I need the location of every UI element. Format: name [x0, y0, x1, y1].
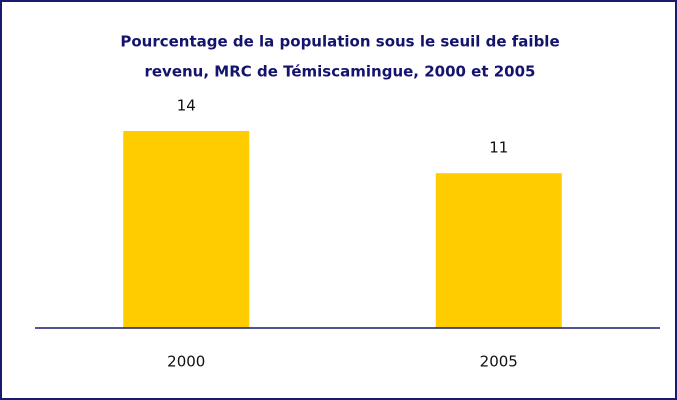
- bar: [435, 173, 562, 328]
- bar: [123, 131, 250, 328]
- chart-title: Pourcentage de la population sous le seu…: [120, 33, 559, 51]
- chart-title: revenu, MRC de Témiscamingue, 2000 et 20…: [144, 63, 535, 81]
- data-label: 11: [489, 139, 508, 157]
- x-tick-label: 2005: [480, 353, 518, 371]
- x-tick-label: 2000: [167, 353, 205, 371]
- data-label: 14: [177, 97, 196, 115]
